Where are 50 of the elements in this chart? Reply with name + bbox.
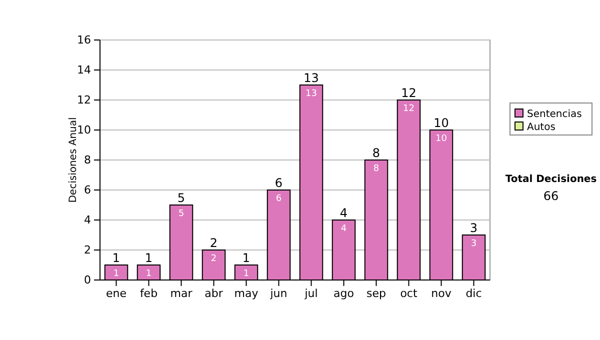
total-label: 1 bbox=[112, 251, 120, 265]
data-label: 6 bbox=[276, 194, 282, 204]
total-label: 1 bbox=[242, 251, 250, 265]
data-label: 12 bbox=[403, 104, 414, 114]
total-label: 2 bbox=[210, 236, 218, 250]
data-label: 1 bbox=[113, 269, 120, 279]
total-label: 12 bbox=[401, 86, 416, 100]
y-axis-title: Decisiones Anual bbox=[68, 117, 79, 203]
y-tick-label: 2 bbox=[84, 244, 91, 257]
y-tick-label: 8 bbox=[84, 154, 91, 167]
total-label: 3 bbox=[470, 221, 478, 235]
x-tick-label: mar bbox=[170, 286, 193, 300]
x-tick-label: jul bbox=[304, 286, 318, 300]
y-tick-label: 4 bbox=[84, 214, 91, 227]
total-label: 1 bbox=[144, 251, 153, 265]
x-tick-label: ene bbox=[106, 286, 127, 300]
total-label: 10 bbox=[434, 116, 449, 130]
text: 66 bbox=[543, 189, 559, 203]
y-tick-label: 16 bbox=[77, 34, 91, 47]
data-label: 3 bbox=[470, 239, 477, 249]
text: Total Decisiones bbox=[505, 174, 597, 185]
data-label: 5 bbox=[178, 209, 184, 219]
data-label: 13 bbox=[306, 89, 317, 99]
x-tick-label: may bbox=[234, 286, 259, 300]
data-label: 2 bbox=[210, 254, 217, 264]
y-tick-label: 14 bbox=[77, 64, 91, 77]
data-label: 1 bbox=[146, 269, 152, 279]
x-tick-label: feb bbox=[140, 286, 158, 300]
y-tick-label: 10 bbox=[77, 124, 91, 137]
legend-label: Autos bbox=[527, 122, 556, 133]
x-tick-label: sep bbox=[366, 286, 386, 300]
total-label: 13 bbox=[304, 71, 319, 85]
x-tick-label: jun bbox=[269, 286, 288, 300]
data-label: 10 bbox=[436, 134, 448, 144]
x-tick-label: oct bbox=[400, 286, 418, 300]
x-tick-label: ago bbox=[334, 286, 354, 300]
y-tick-label: 6 bbox=[84, 184, 91, 197]
total-label: 8 bbox=[372, 146, 380, 160]
total-label: 5 bbox=[177, 191, 186, 205]
y-tick-label: 12 bbox=[77, 94, 91, 107]
y-tick-label: 0 bbox=[84, 274, 91, 287]
total-label: 4 bbox=[340, 206, 348, 220]
data-label: 1 bbox=[243, 269, 250, 279]
data-label: 8 bbox=[373, 164, 380, 174]
x-tick-label: nov bbox=[431, 286, 452, 300]
total-label: 6 bbox=[274, 176, 283, 190]
data-label: 4 bbox=[340, 224, 347, 234]
x-tick-label: dic bbox=[466, 286, 482, 300]
x-tick-label: abr bbox=[204, 286, 224, 300]
legend-label: Sentencias bbox=[527, 109, 582, 120]
